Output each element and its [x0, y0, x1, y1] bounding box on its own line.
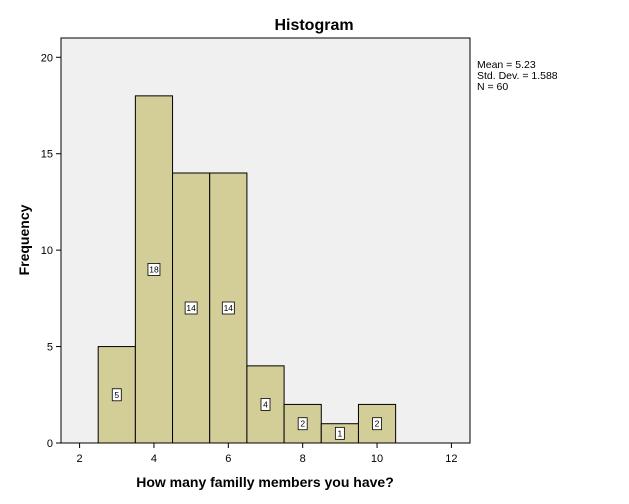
- x-tick-label: 2: [77, 453, 83, 465]
- bar-value-label: 5: [114, 390, 119, 400]
- stat-n: N = 60: [477, 81, 508, 93]
- bar-label-box: [111, 388, 122, 402]
- x-tick-label: 10: [371, 453, 383, 465]
- bar-label-box: [372, 417, 382, 431]
- x-axis-label: How many familly members you have?: [136, 474, 394, 490]
- bars-layer: 5 18 14 14 4 2 1 2: [97, 95, 397, 444]
- bar-label-box: [184, 301, 198, 315]
- stat-mean: Mean = 5.23: [477, 59, 536, 71]
- bar-label-box: [334, 426, 345, 440]
- chart-title: Histogram: [274, 17, 353, 34]
- bar-value-label: 2: [300, 419, 305, 429]
- x-tick-label: 4: [151, 453, 157, 465]
- bar-label-box: [297, 417, 308, 431]
- bar-value-label: 4: [263, 399, 268, 409]
- x-tick-label: 8: [300, 453, 306, 465]
- bar-value-label: 18: [149, 264, 159, 274]
- bar-value-label: 1: [337, 428, 342, 438]
- y-tick-label: 0: [47, 438, 53, 450]
- y-tick-label: 20: [41, 52, 53, 64]
- bar-label-box: [147, 263, 161, 276]
- bar-value-label: 14: [224, 303, 234, 313]
- y-tick-label: 5: [47, 342, 53, 354]
- x-tick-label: 6: [225, 453, 231, 465]
- stat-std-dev: Std. Dev. = 1.588: [477, 70, 558, 82]
- bar-label-box: [260, 398, 271, 411]
- y-tick-label: 15: [41, 149, 53, 161]
- bar-label-box: [221, 301, 235, 315]
- bar-value-label: 2: [375, 419, 380, 429]
- bar-value-label: 14: [186, 303, 196, 313]
- y-tick-label: 10: [41, 245, 53, 257]
- y-axis-label: Frequency: [16, 204, 32, 275]
- x-tick-label: 12: [445, 453, 457, 465]
- stats-legend: Mean = 5.23 Std. Dev. = 1.588 N = 60: [477, 59, 558, 93]
